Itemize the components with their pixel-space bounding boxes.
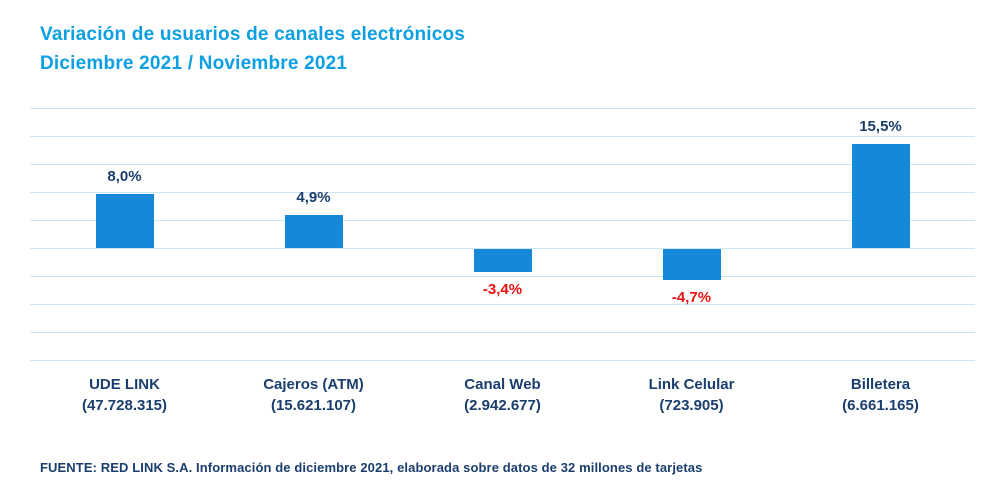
chart-title-line1: Variación de usuarios de canales electró…: [40, 24, 466, 45]
gridline: [30, 248, 975, 249]
category-value: (723.905): [659, 397, 724, 414]
category-value: (47.728.315): [81, 397, 168, 414]
bar-ude-link: [95, 194, 154, 248]
value-label: -3,4%: [482, 280, 523, 298]
chart-title-line2: Diciembre 2021 / Noviembre 2021: [40, 53, 348, 75]
bar-link-celular: [662, 249, 721, 281]
category-name: Canal Web: [464, 376, 541, 393]
bar-cajeros-atm: [284, 215, 343, 248]
bar-chart: 8,0% 4,9% -3,4% -4,7% 15,5%: [30, 108, 975, 361]
bar-column: -3,4%: [408, 108, 597, 361]
gridline: [30, 164, 975, 165]
bar-column: 8,0%: [30, 108, 219, 361]
gridline: [30, 220, 975, 221]
bar-column: 4,9%: [219, 108, 408, 361]
category-name: UDE LINK: [89, 376, 160, 393]
gridline: [30, 304, 975, 305]
category-label: Cajeros (ATM) (15.621.107): [219, 374, 408, 416]
category-label: UDE LINK (47.728.315): [30, 374, 219, 416]
category-axis: UDE LINK (47.728.315) Cajeros (ATM) (15.621…: [30, 374, 975, 416]
bar-column: 15,5%: [786, 108, 975, 361]
value-label: 8,0%: [107, 168, 142, 186]
category-label: Canal Web (2.942.677): [408, 374, 597, 416]
category-name: Cajeros (ATM): [263, 376, 364, 393]
bar-canal-web: [473, 249, 532, 272]
gridline: [30, 332, 975, 333]
source-note: FUENTE: RED LINK S.A. Información de dic…: [40, 460, 703, 475]
value-label: 15,5%: [859, 118, 902, 136]
category-value: (2.942.677): [464, 397, 541, 414]
value-label: 4,9%: [296, 189, 331, 207]
gridline: [30, 276, 975, 277]
bar-column: -4,7%: [597, 108, 786, 361]
category-value: (6.661.165): [842, 397, 919, 414]
gridlines: [30, 108, 975, 361]
category-name: Link Celular: [648, 376, 735, 393]
category-label: Billetera (6.661.165): [786, 374, 975, 416]
bar-billetera: [851, 144, 910, 248]
category-value: (15.621.107): [270, 397, 357, 414]
gridline: [30, 108, 975, 109]
chart-title: Variación de usuarios de canales electró…: [40, 20, 465, 79]
category-label: Link Celular (723.905): [597, 374, 786, 416]
value-label: -4,7%: [671, 289, 712, 307]
bars-area: 8,0% 4,9% -3,4% -4,7% 15,5%: [30, 108, 975, 361]
category-name: Billetera: [850, 376, 911, 393]
gridline: [30, 360, 975, 361]
gridline: [30, 136, 975, 137]
gridline: [30, 192, 975, 193]
